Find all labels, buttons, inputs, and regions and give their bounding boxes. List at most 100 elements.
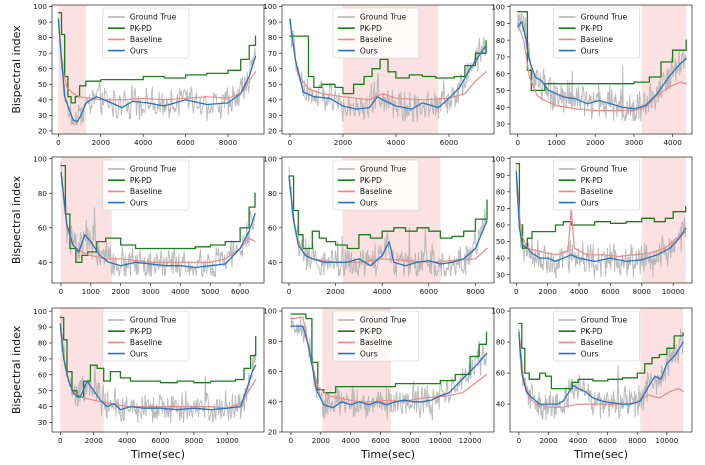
y-tick-label: 40 xyxy=(268,397,278,406)
legend-label: Baseline xyxy=(581,35,614,44)
x-tick-label: 2000 xyxy=(539,287,558,296)
y-tick-label: 40 xyxy=(38,95,48,104)
legend-label: PK-PD xyxy=(360,327,382,336)
y-tick-label: 60 xyxy=(268,64,278,73)
legend-box xyxy=(553,7,640,59)
y-tick-label: 20 xyxy=(38,126,48,135)
y-tick-label: 80 xyxy=(38,339,48,348)
x-tick-label: 0 xyxy=(58,436,63,445)
y-tick-label: 40 xyxy=(496,103,506,112)
series-ground-true xyxy=(517,12,687,122)
y-tick-label: 100 xyxy=(491,307,505,316)
legend-box xyxy=(553,159,640,211)
legend-label: PK-PD xyxy=(130,24,152,33)
x-tick-label: 10000 xyxy=(216,436,239,445)
y-tick-label: 50 xyxy=(38,80,48,89)
x-tick-label: 2000 xyxy=(586,138,605,147)
y-tick-label: 70 xyxy=(496,53,506,62)
y-tick-label: 30 xyxy=(38,111,48,120)
x-axis-label: Time(sec) xyxy=(130,448,185,461)
x-tick-label: 0 xyxy=(56,138,61,147)
panel-r2-c2: 0 2000 4000 6000 8000 40 60 80 100 Ground True PK-… xyxy=(263,154,495,296)
axis-frame xyxy=(509,156,693,284)
x-tick-label: 2000 xyxy=(112,287,131,296)
x-tick-label: 2000 xyxy=(326,287,345,296)
y-tick-label: 100 xyxy=(263,307,277,316)
y-tick-label: 50 xyxy=(38,386,48,395)
panel-r2-c3: 0 2000 4000 6000 8000 10000 30 40 50 60 70 80 90 100 G… xyxy=(491,154,693,296)
y-tick-label: 80 xyxy=(38,189,48,198)
legend-label: Ground True xyxy=(360,13,407,22)
y-tick-label: 100 xyxy=(263,154,277,163)
legend-label: Ours xyxy=(360,198,378,207)
x-tick-label: 10000 xyxy=(429,436,452,445)
x-tick-label: 1000 xyxy=(82,287,101,296)
x-tick-label: 2000 xyxy=(334,138,353,147)
y-tick-label: 40 xyxy=(496,254,506,263)
legend-label: Baseline xyxy=(360,338,393,347)
series-baseline xyxy=(288,178,488,263)
y-tick-label: 80 xyxy=(38,33,48,42)
legend-box xyxy=(102,7,190,59)
legend-box xyxy=(332,7,420,59)
series-ours xyxy=(289,18,487,110)
x-tick-label: 0 xyxy=(289,436,294,445)
legend-label: Ours xyxy=(360,46,378,55)
y-tick-label: 20 xyxy=(268,126,278,135)
y-tick-label: 80 xyxy=(268,33,278,42)
y-tick-label: 100 xyxy=(491,2,505,11)
legend-label: Ground True xyxy=(130,165,177,174)
x-axis-label: Time(sec) xyxy=(573,448,628,461)
legend-label: Ground True xyxy=(581,165,628,174)
x-tick-label: 4000 xyxy=(373,287,392,296)
legend-label: PK-PD xyxy=(581,176,603,185)
x-tick-label: 8000 xyxy=(401,436,420,445)
series-pk-pd xyxy=(289,35,487,95)
shaded-interval xyxy=(641,5,687,134)
legend-label: Baseline xyxy=(360,187,393,196)
series-baseline xyxy=(60,171,256,263)
series-baseline xyxy=(289,21,487,101)
legend-label: PK-PD xyxy=(360,176,382,185)
series-baseline xyxy=(515,171,687,258)
y-tick-label: 70 xyxy=(496,204,506,213)
legend-label: Ours xyxy=(130,46,148,55)
legend-box xyxy=(102,159,190,211)
x-tick-label: 4000 xyxy=(569,436,588,445)
y-tick-label: 70 xyxy=(268,49,278,58)
axis-frame xyxy=(51,4,265,135)
x-tick-label: 6000 xyxy=(176,138,195,147)
x-tick-label: 6000 xyxy=(599,436,618,445)
x-axis-label: Time(sec) xyxy=(360,448,415,461)
y-tick-label: 40 xyxy=(38,258,48,267)
series-baseline xyxy=(517,22,687,112)
series-baseline xyxy=(57,21,257,101)
x-tick-label: 0 xyxy=(515,138,520,147)
x-tick-label: 6000 xyxy=(440,138,459,147)
axis-frame xyxy=(51,307,265,433)
panel-r3-c1: 0 2000 4000 6000 8000 10000 30 40 50 60 70 80 90 100 G… xyxy=(10,307,265,461)
legend-label: PK-PD xyxy=(360,24,382,33)
x-tick-label: 2000 xyxy=(539,436,558,445)
series-ground-true xyxy=(57,16,256,126)
axis-frame xyxy=(51,156,265,284)
x-tick-label: 1000 xyxy=(547,138,566,147)
legend-label: Ours xyxy=(130,198,148,207)
legend-label: PK-PD xyxy=(130,327,152,336)
legend-label: Ground True xyxy=(130,13,177,22)
legend-label: PK-PD xyxy=(581,24,603,33)
x-tick-label: 6000 xyxy=(231,287,250,296)
legend-label: Ours xyxy=(581,46,599,55)
x-tick-label: 10000 xyxy=(662,287,685,296)
legend-box xyxy=(102,310,190,362)
y-tick-label: 30 xyxy=(38,418,48,427)
legend-label: Baseline xyxy=(130,338,163,347)
legend-label: Baseline xyxy=(360,35,393,44)
x-tick-label: 12000 xyxy=(459,436,482,445)
legend-box xyxy=(553,310,640,362)
y-axis-label: Bispectral index xyxy=(10,325,23,414)
legend-label: Ground True xyxy=(130,316,177,325)
y-tick-label: 50 xyxy=(268,80,278,89)
series-ground-true xyxy=(515,164,687,279)
axis-frame xyxy=(509,4,693,135)
